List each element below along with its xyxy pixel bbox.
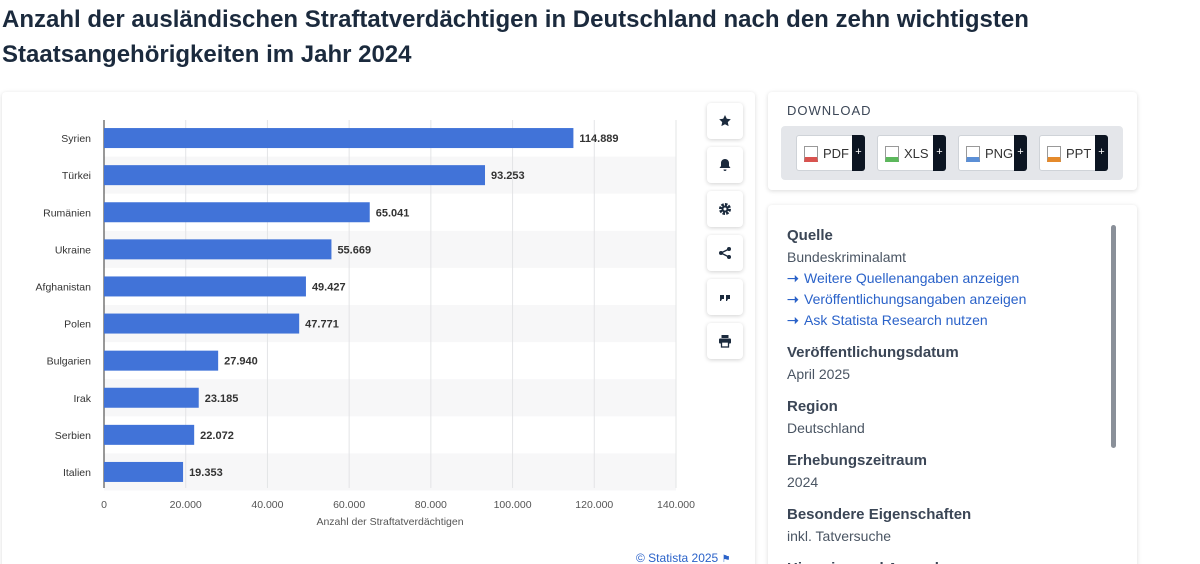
link-arrow: ➝ xyxy=(787,291,799,307)
section-heading: Besondere Eigenschaften xyxy=(787,506,972,523)
y-tick-label: Irak xyxy=(73,393,91,405)
y-tick-label: Serbien xyxy=(55,430,91,442)
settings-button[interactable] xyxy=(707,191,743,227)
alert-button[interactable] xyxy=(707,147,743,183)
row-band xyxy=(104,453,676,491)
download-button[interactable]: PDF + xyxy=(796,135,865,171)
section-text: April 2025 xyxy=(787,366,851,382)
credit-text: © Statista 2025 xyxy=(636,551,719,564)
bar xyxy=(104,350,219,371)
bar xyxy=(104,461,184,482)
link-arrow: ➝ xyxy=(787,270,799,286)
section-heading: Veröffentlichungsdatum xyxy=(787,344,959,361)
file-icon xyxy=(1047,146,1061,162)
download-label: PDF xyxy=(823,146,849,161)
x-tick-label: 140.000 xyxy=(657,499,695,511)
download-button[interactable]: XLS + xyxy=(877,135,946,171)
x-tick-label: 120.000 xyxy=(575,499,613,511)
download-button[interactable]: PNG + xyxy=(958,135,1027,171)
value-label: 47.771 xyxy=(305,319,339,331)
section-text: Bundeskriminalamt xyxy=(787,249,907,265)
x-tick-label: 20.000 xyxy=(170,499,202,511)
x-tick-label: 80.000 xyxy=(415,499,447,511)
section-heading: Hinweise und Anmerkungen xyxy=(787,560,988,564)
download-label: PNG xyxy=(985,146,1014,161)
bar xyxy=(104,128,574,149)
bar xyxy=(104,276,306,297)
y-tick-label: Bulgarien xyxy=(47,356,92,368)
x-axis-label: Anzahl der Straftatverdächtigen xyxy=(316,516,463,528)
download-plus: + xyxy=(1095,135,1108,171)
section-link[interactable]: ➝ Weitere Quellenangaben anzeigen xyxy=(787,270,1019,287)
value-label: 49.427 xyxy=(312,281,346,293)
download-plus: + xyxy=(1014,135,1027,171)
bar xyxy=(104,424,195,445)
x-tick-label: 40.000 xyxy=(251,499,283,511)
chart: 0 20.000 40.000 60.000 80.000 100.000 120.000 1… xyxy=(36,120,695,528)
x-tick-label: 100.000 xyxy=(494,499,532,511)
scrollbar[interactable] xyxy=(1111,225,1116,448)
x-tick-label: 0 xyxy=(101,499,107,511)
bar xyxy=(104,313,300,334)
download-label: XLS xyxy=(904,146,929,161)
file-icon xyxy=(804,146,818,162)
file-icon xyxy=(966,146,980,162)
bar xyxy=(104,387,199,408)
row-band xyxy=(104,379,676,417)
section-link[interactable]: ➝ Ask Statista Research nutzen xyxy=(787,312,988,329)
download-plus: + xyxy=(852,135,865,171)
section-heading: Region xyxy=(787,398,838,415)
section-heading: Erhebungszeitraum xyxy=(787,452,928,469)
link-text: Ask Statista Research nutzen xyxy=(804,312,988,328)
credit[interactable]: © Statista 2025 ⚑ xyxy=(636,551,731,564)
bar xyxy=(104,239,332,260)
download-label: PPT xyxy=(1066,146,1092,161)
section-text: Deutschland xyxy=(787,420,865,436)
y-tick-label: Italien xyxy=(63,467,91,479)
value-label: 55.669 xyxy=(337,244,371,256)
value-label: 23.185 xyxy=(205,393,239,405)
y-tick-label: Polen xyxy=(64,319,91,331)
favorite-button[interactable] xyxy=(707,103,743,139)
info-card xyxy=(768,205,1137,564)
page-title: Anzahl der ausländischen Straftatverdäch… xyxy=(2,6,1029,68)
value-label: 19.353 xyxy=(189,467,223,479)
section-text: inkl. Tatversuche xyxy=(787,528,892,544)
y-tick-label: Ukraine xyxy=(55,244,91,256)
bar xyxy=(104,202,370,223)
file-icon xyxy=(885,146,899,162)
download-button[interactable]: PPT + xyxy=(1039,135,1108,171)
value-label: 65.041 xyxy=(376,207,410,219)
print-button[interactable] xyxy=(707,323,743,359)
section-heading: Quelle xyxy=(787,227,833,244)
link-text: Veröffentlichungsangaben anzeigen xyxy=(804,291,1027,307)
section-link[interactable]: ➝ Veröffentlichungsangaben anzeigen xyxy=(787,291,1026,308)
y-tick-label: Syrien xyxy=(61,133,91,145)
value-label: 93.253 xyxy=(491,170,525,182)
share-button[interactable] xyxy=(707,235,743,271)
cite-button[interactable] xyxy=(707,279,743,315)
y-tick-label: Rumänien xyxy=(43,207,91,219)
link-text: Weitere Quellenangaben anzeigen xyxy=(804,270,1020,286)
value-label: 114.889 xyxy=(579,133,618,145)
link-arrow: ➝ xyxy=(787,312,799,328)
section-text: 2024 xyxy=(787,474,819,490)
download-plus: + xyxy=(933,135,946,171)
download-title: DOWNLOAD xyxy=(787,103,872,118)
value-label: 22.072 xyxy=(200,430,234,442)
value-label: 27.940 xyxy=(224,356,258,368)
bar xyxy=(104,165,486,186)
y-tick-label: Afghanistan xyxy=(36,281,92,293)
x-tick-label: 60.000 xyxy=(333,499,365,511)
y-tick-label: Türkei xyxy=(62,170,91,182)
